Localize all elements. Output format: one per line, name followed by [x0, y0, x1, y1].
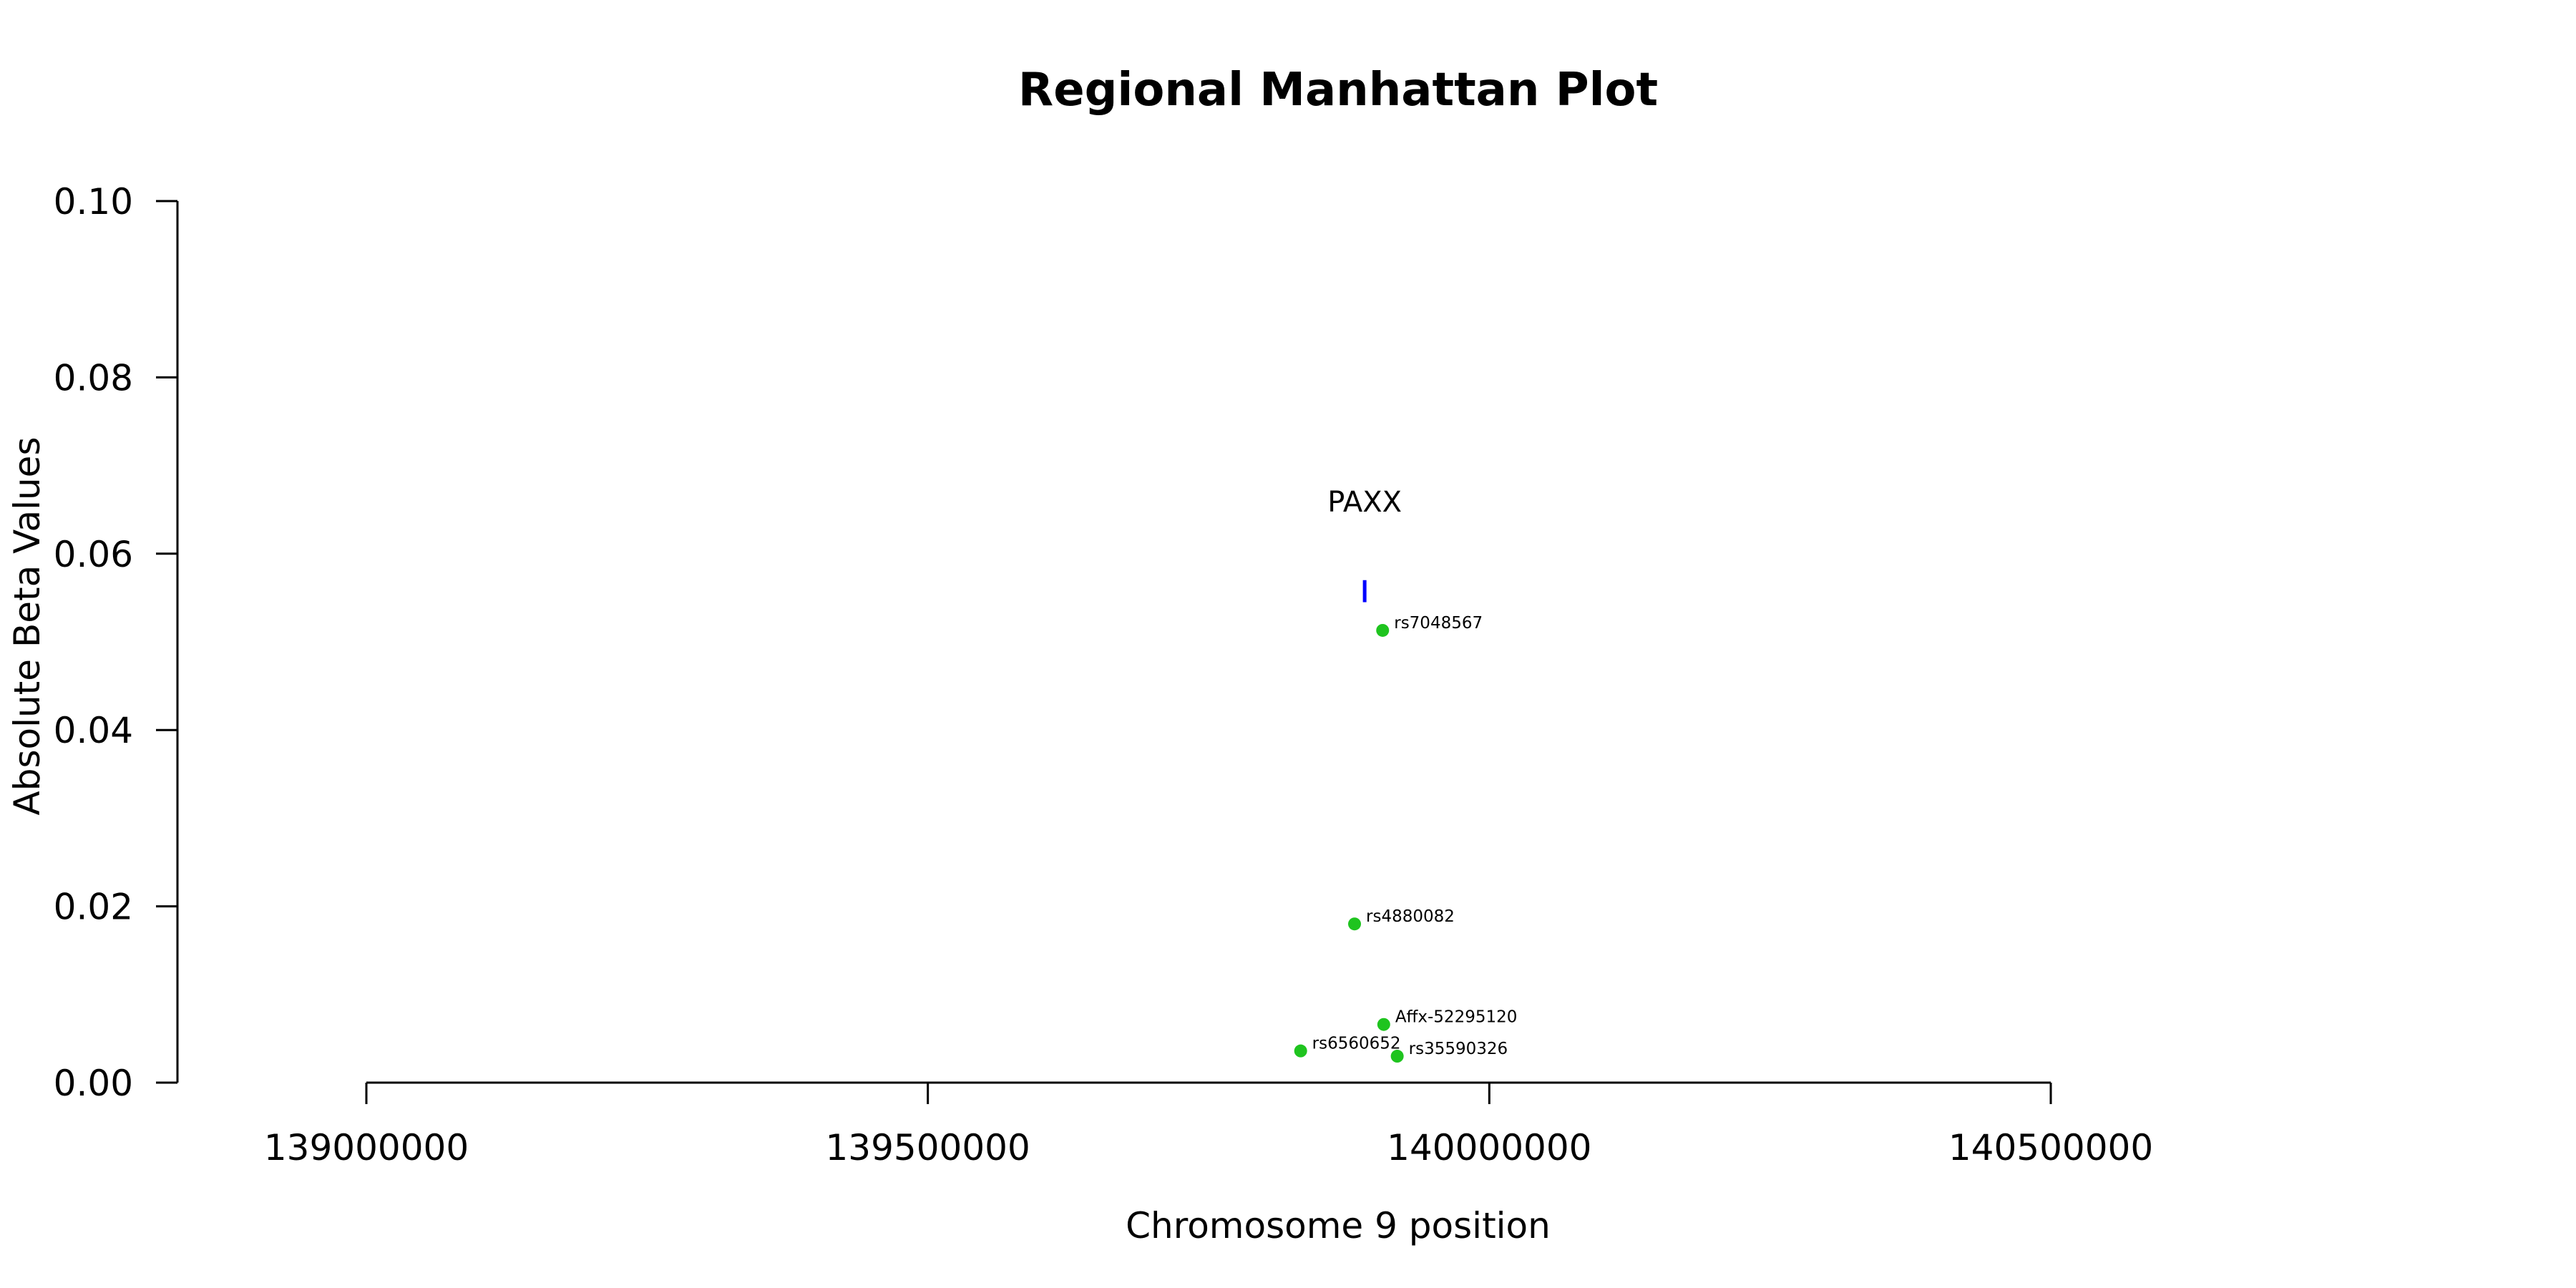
snp-label: rs7048567	[1394, 614, 1483, 633]
y-tick-label: 0.06	[54, 534, 133, 575]
y-tick-label: 0.04	[54, 710, 133, 751]
y-tick-label: 0.10	[54, 181, 133, 223]
snp-label: rs35590326	[1409, 1040, 1508, 1058]
snp-label: Affx-52295120	[1395, 1008, 1518, 1027]
snp-label: rs6560652	[1312, 1035, 1401, 1053]
snp-label: rs4880082	[1366, 907, 1455, 926]
y-axis: 0.00 0.02 0.04 0.06 0.08 0.10	[54, 181, 179, 1104]
chart-title: Regional Manhattan Plot	[1018, 64, 1658, 117]
snp-point	[1390, 1050, 1404, 1063]
x-tick-label: 139000000	[264, 1127, 469, 1169]
x-axis-label: Chromosome 9 position	[1126, 1205, 1551, 1246]
y-tick-label: 0.08	[54, 357, 133, 399]
x-tick-label: 139500000	[826, 1127, 1030, 1169]
y-tick-label: 0.00	[54, 1063, 133, 1104]
y-tick-label: 0.02	[54, 887, 133, 928]
x-axis: 139000000 139500000 140000000 140500000	[264, 1081, 2153, 1169]
snp-point	[1294, 1044, 1307, 1058]
y-axis-label: Absolute Beta Values	[6, 437, 48, 816]
snp-point	[1376, 623, 1390, 637]
x-tick-label: 140000000	[1387, 1127, 1591, 1169]
snp-point	[1348, 917, 1362, 931]
gene-label: PAXX	[1327, 486, 1402, 519]
snp-points: rs7048567 rs4880082 Affx-52295120 rs6560652…	[1294, 614, 1518, 1063]
snp-point	[1377, 1018, 1390, 1031]
gene-annotation: PAXX	[1327, 486, 1402, 602]
x-tick-label: 140500000	[1948, 1127, 2153, 1169]
